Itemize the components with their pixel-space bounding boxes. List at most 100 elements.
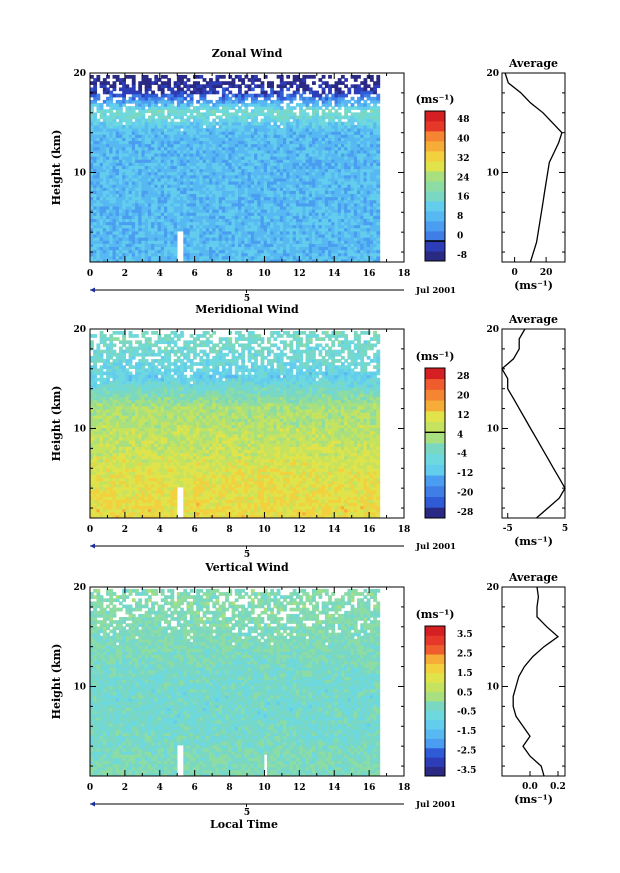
heatmap-cell	[151, 90, 155, 95]
heatmap-cell	[112, 134, 117, 138]
heatmap-cell	[292, 156, 297, 160]
heatmap-cell	[205, 212, 210, 216]
heatmap-cell	[160, 215, 165, 219]
heatmap-cell	[144, 93, 149, 98]
heatmap-cell	[93, 255, 98, 260]
heatmap-cell	[112, 177, 117, 182]
heatmap-cell	[250, 221, 255, 226]
heatmap-cell	[228, 74, 233, 79]
heatmap-cell	[257, 146, 262, 151]
heatmap-cell	[357, 199, 361, 204]
heatmap-cell	[302, 193, 307, 198]
heatmap-cell	[167, 215, 172, 219]
heatmap-cell	[128, 152, 133, 157]
heatmap-cell	[186, 103, 191, 107]
heatmap-cell	[270, 140, 274, 145]
heatmap-cell	[347, 233, 352, 238]
heatmap-cell	[289, 249, 294, 254]
heatmap-cell	[154, 246, 159, 251]
heatmap-cell	[141, 149, 146, 154]
heatmap-cell	[183, 137, 188, 142]
heatmap-cell	[321, 74, 326, 79]
heatmap-cell	[218, 131, 223, 135]
heatmap-cell	[186, 205, 191, 210]
heatmap-cell	[302, 112, 307, 117]
heatmap-cell	[109, 165, 114, 170]
heatmap-cell	[205, 99, 210, 104]
heatmap-cell	[353, 237, 358, 241]
heatmap-cell	[238, 74, 242, 79]
heatmap-cell	[125, 233, 130, 238]
heatmap-cell	[347, 87, 352, 92]
heatmap-cell	[283, 230, 287, 235]
heatmap-cell	[118, 246, 123, 251]
heatmap-cell	[173, 140, 178, 145]
heatmap-cell	[305, 137, 310, 142]
heatmap-cell	[173, 127, 178, 132]
heatmap-cell	[202, 156, 207, 160]
heatmap-cell	[241, 177, 246, 182]
heatmap-cell	[289, 190, 294, 195]
heatmap-cell	[228, 221, 233, 226]
heatmap-cell	[257, 196, 262, 201]
heatmap-cell	[315, 162, 320, 166]
heatmap-cell	[276, 103, 281, 107]
heatmap-cell	[363, 184, 368, 188]
heatmap-cell	[138, 90, 143, 95]
heatmap-cell	[257, 209, 262, 213]
heatmap-cell	[215, 199, 220, 204]
heatmap-cell	[160, 190, 165, 195]
heatmap-cell	[373, 156, 377, 160]
heatmap-cell	[125, 184, 130, 188]
heatmap-cell	[218, 127, 223, 132]
heatmap-cell	[154, 146, 159, 151]
heatmap-cell	[273, 233, 278, 238]
heatmap-cell	[192, 171, 197, 176]
heatmap-cell	[128, 252, 133, 257]
heatmap-cell	[328, 140, 332, 145]
heatmap-cell	[192, 149, 197, 154]
heatmap-cell	[334, 190, 339, 195]
heatmap-cell	[234, 84, 239, 89]
heatmap-cell	[183, 199, 188, 204]
heatmap-cell	[180, 190, 184, 195]
heatmap-cell	[273, 171, 278, 176]
heatmap-cell	[299, 121, 303, 126]
heatmap-cell	[93, 190, 98, 195]
heatmap-cell	[250, 258, 255, 262]
heatmap-cell	[205, 103, 210, 107]
heatmap-cell	[276, 224, 281, 229]
heatmap-cell	[154, 162, 159, 166]
heatmap-cell	[350, 190, 355, 195]
heatmap-cell	[196, 131, 200, 135]
heatmap-cell	[353, 230, 358, 235]
heatmap-cell	[205, 140, 210, 145]
heatmap-cell	[295, 171, 300, 176]
heatmap-cell	[141, 177, 146, 182]
heatmap-cell	[221, 134, 226, 138]
heatmap-cell	[135, 137, 139, 142]
heatmap-cell	[360, 237, 365, 241]
heatmap-cell	[202, 184, 207, 188]
heatmap-cell	[170, 127, 175, 132]
heatmap-cell	[186, 246, 191, 251]
heatmap-cell	[308, 156, 313, 160]
heatmap-cell	[321, 96, 326, 101]
heatmap-cell	[305, 221, 310, 226]
heatmap-cell	[244, 252, 249, 257]
heatmap-cell	[225, 93, 229, 98]
heatmap-cell	[340, 199, 345, 204]
heatmap-cell	[340, 209, 345, 213]
heatmap-cell	[328, 221, 332, 226]
heatmap-cell	[289, 171, 294, 176]
heatmap-cell	[276, 184, 281, 188]
heatmap-cell	[115, 209, 120, 213]
heatmap-cell	[192, 174, 197, 179]
heatmap-cell	[228, 168, 233, 173]
heatmap-cell	[273, 137, 278, 142]
heatmap-cell	[131, 74, 136, 79]
heatmap-cell	[353, 202, 358, 207]
heatmap-cell	[180, 177, 184, 182]
heatmap-cell	[331, 243, 336, 248]
heatmap-cell	[260, 209, 265, 213]
